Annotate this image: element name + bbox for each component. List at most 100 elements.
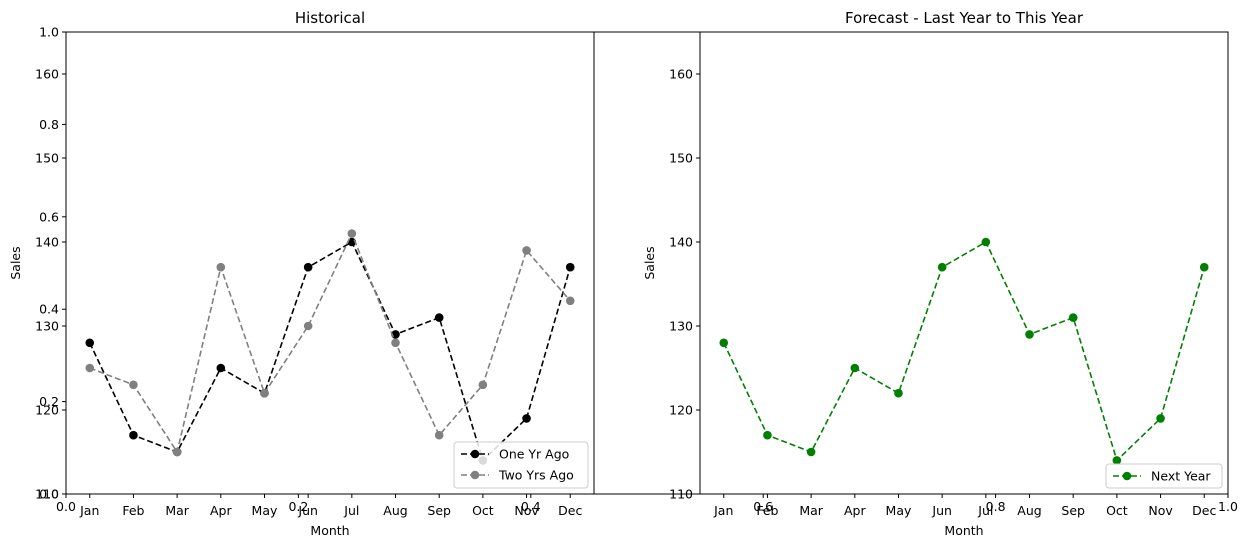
x-tick-label-sep: Sep <box>427 503 451 518</box>
bg-y-tick-label: 0.2 <box>39 394 59 409</box>
x-tick-label-dec: Dec <box>558 503 582 518</box>
x-tick-label-aug: Aug <box>1017 503 1041 518</box>
x-tick-label-may: May <box>886 503 912 518</box>
legend-marker <box>470 449 480 459</box>
y-tick-label: 110 <box>669 487 693 502</box>
data-point <box>1199 262 1209 272</box>
bg-x-tick-label: 0.8 <box>986 499 1006 514</box>
legend-label: Two Yrs Ago <box>498 468 574 483</box>
data-point <box>522 246 531 255</box>
forecast-chart: Jan Feb Mar Apr May Jun Jul Aug Sep Oct Nov Dec 110 1… <box>642 9 1229 538</box>
data-point <box>1156 414 1165 423</box>
x-tick-label-mar: Mar <box>799 503 823 518</box>
y-tick-label: 150 <box>35 151 59 166</box>
x-tick-label-jun: Jun <box>931 503 952 518</box>
data-point <box>1025 330 1034 339</box>
x-tick-label-oct: Oct <box>472 503 494 518</box>
data-point <box>391 338 400 348</box>
data-point <box>937 262 947 272</box>
y-tick-label: 160 <box>669 67 693 82</box>
data-point <box>216 262 226 272</box>
data-point <box>1112 456 1122 465</box>
x-tick-label-mar: Mar <box>165 503 189 518</box>
bg-y-tick-label: 0.6 <box>39 209 59 224</box>
data-point <box>216 363 226 373</box>
legend-box <box>453 441 589 489</box>
bg-x-tick-label: 0.4 <box>521 499 541 514</box>
bg-y-tick-label: 0.0 <box>39 487 59 502</box>
chart-title: Historical <box>295 9 365 27</box>
plot-area <box>66 32 594 494</box>
y-tick-label: 130 <box>669 319 693 334</box>
bg-y-tick-label: 0.8 <box>39 117 59 132</box>
x-tick-label-apr: Apr <box>844 503 866 518</box>
legend-box <box>1105 463 1223 489</box>
y-tick-label: 140 <box>669 235 693 250</box>
axes-frame <box>65 31 595 495</box>
panel-gap <box>594 20 700 500</box>
y-tick-label: 110 <box>35 487 59 502</box>
x-tick-label-dec: Dec <box>1192 503 1216 518</box>
x-tick-label-sep: Sep <box>1061 503 1085 518</box>
x-tick-label-nov: Nov <box>1148 503 1173 518</box>
x-tick-label-jul: Jul <box>343 503 359 518</box>
bg-x-tick-label: 0.2 <box>288 499 308 514</box>
x-tick-label-nov: Nov <box>514 503 539 518</box>
plot-area <box>700 32 1228 494</box>
data-point <box>303 321 313 331</box>
y-tick-label: 120 <box>669 403 693 418</box>
data-point <box>850 363 860 373</box>
data-point <box>565 296 575 306</box>
data-point <box>806 447 816 457</box>
bg-y-tick-label: 1.0 <box>39 25 59 40</box>
x-tick-label-apr: Apr <box>210 503 232 518</box>
data-point <box>260 388 269 398</box>
data-point <box>172 447 182 457</box>
data-point <box>894 388 903 398</box>
y-tick-label: 130 <box>35 319 59 334</box>
data-point <box>85 338 95 348</box>
x-axis-label: Month <box>944 523 983 538</box>
chart-title: Forecast - Last Year to This Year <box>845 9 1084 27</box>
data-point <box>1068 313 1078 322</box>
axes-frame <box>699 31 1229 495</box>
data-point <box>303 262 313 272</box>
legend-label: One Yr Ago <box>499 447 569 462</box>
data-point <box>522 414 531 423</box>
historical-chart: Jan Feb Mar Apr May Jun Jul Aug Sep Oct Nov Dec 110 1… <box>8 9 595 538</box>
x-tick-label-jan: Jan <box>713 503 733 518</box>
data-point <box>85 363 95 373</box>
x-tick-label-jul: Jul <box>977 503 993 518</box>
background-axes: 0.00.0 0.2 0.2 0.4 0.4 0.6 0.6 0.8 0.8 1.0 1.0 <box>39 20 1238 514</box>
bg-x-tick-label: 1.0 <box>1218 499 1238 514</box>
data-point <box>129 430 138 440</box>
data-point <box>434 430 444 440</box>
x-tick-label-oct: Oct <box>1106 503 1128 518</box>
x-tick-label-aug: Aug <box>383 503 407 518</box>
y-axis-label: Sales <box>8 246 23 279</box>
x-tick-label-may: May <box>252 503 278 518</box>
x-axis-label: Month <box>310 523 349 538</box>
bg-x-tick-label: 0.6 <box>753 499 773 514</box>
data-point <box>129 380 138 390</box>
legend-marker <box>1122 471 1132 481</box>
data-point <box>478 380 488 390</box>
legend-marker <box>470 470 480 480</box>
data-point <box>565 262 575 272</box>
series-line-1 <box>89 231 571 455</box>
data-point <box>347 229 357 238</box>
data-point <box>434 313 444 322</box>
x-tick-label-feb: Feb <box>756 503 778 518</box>
x-tick-label-jun: Jun <box>297 503 318 518</box>
y-tick-label: 140 <box>35 235 59 250</box>
bg-x-tick-label: 0.0 <box>56 499 76 514</box>
y-axis-label: Sales <box>642 246 657 279</box>
y-tick-label: 150 <box>669 151 693 166</box>
x-tick-label-feb: Feb <box>122 503 144 518</box>
series-line-0 <box>723 240 1206 462</box>
x-tick-label-jan: Jan <box>79 503 99 518</box>
data-point <box>719 338 729 348</box>
data-point <box>981 237 991 247</box>
y-tick-label: 160 <box>35 67 59 82</box>
legend-label: Next Year <box>1151 469 1211 484</box>
